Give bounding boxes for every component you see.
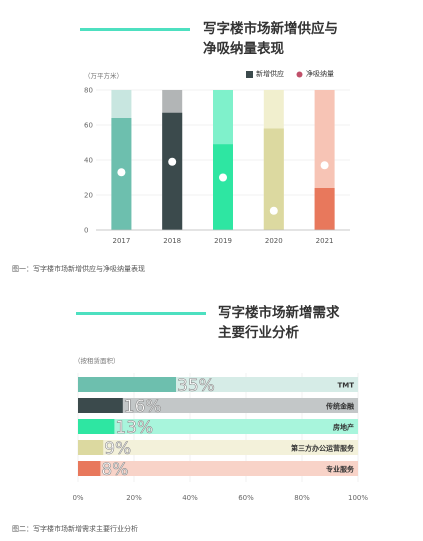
chart1-title-line1: 写字楼市场新增供应与 — [203, 21, 338, 37]
supply-absorption-chart: 0 20 40 60 80 2017 2018 2019 2020 2021 — [84, 87, 350, 245]
legend-label-supply: 新增供应 — [256, 70, 284, 78]
title-rule-1 — [80, 28, 190, 31]
legend-item-supply: 新增供应 — [246, 69, 290, 79]
bar-background-row — [78, 398, 358, 413]
y-tick-label: 60 — [84, 122, 93, 130]
bar-supply-2018 — [162, 112, 183, 230]
point-absorption-2020 — [269, 206, 278, 215]
y-tick-label: 80 — [84, 87, 93, 95]
chart1-title-line2: 净吸纳量表现 — [203, 41, 284, 57]
legend-label-absorption: 净吸纳量 — [306, 70, 334, 78]
x-tick-label: 60% — [238, 494, 254, 502]
industry-demand-chart: 0% 20% 40% 60% 80% 100% 35% TMT 16% 传统金融 13% 房地产 9% 第… — [72, 373, 368, 502]
category-label: 传统金融 — [325, 402, 354, 411]
category-label: 房地产 — [333, 423, 354, 432]
bar-value-label: 9% — [104, 439, 131, 459]
chart1-legend: 新增供应 净吸纳量 — [246, 69, 346, 79]
legend-square-icon — [246, 70, 253, 78]
title-rule-2 — [76, 312, 206, 315]
bar-value-label: 13% — [115, 418, 153, 438]
chart2-title-line2: 主要行业分析 — [218, 325, 299, 341]
bar-supply-2020 — [263, 128, 284, 230]
bar-supply-2021 — [314, 188, 335, 230]
bar-value-row — [78, 461, 101, 476]
bar-value-label: 35% — [177, 376, 215, 396]
x-tick-label: 0% — [72, 494, 83, 502]
y-tick-label: 20 — [84, 192, 93, 200]
bar-value-row — [78, 398, 123, 413]
point-absorption-2021 — [320, 161, 329, 170]
y-tick-label: 40 — [84, 157, 93, 165]
bar-background-row — [78, 419, 358, 434]
y-tick-label: 0 — [84, 227, 88, 235]
x-tick-label: 2020 — [265, 237, 283, 245]
chart2-caption: 图二：写字楼市场新增需求主要行业分析 — [12, 525, 138, 533]
bar-value-label: 8% — [101, 460, 128, 480]
x-tick-label: 2021 — [316, 237, 334, 245]
bar-value-label: 16% — [124, 397, 162, 417]
category-label: TMT — [337, 382, 354, 390]
bar-value-row — [78, 440, 104, 455]
chart1-unit-label: （万平方米） — [84, 72, 123, 80]
x-tick-label: 100% — [348, 494, 368, 502]
x-tick-label: 80% — [294, 494, 310, 502]
point-absorption-2019 — [219, 173, 227, 182]
legend-item-absorption: 净吸纳量 — [296, 69, 340, 79]
chart2-unit-label: （按租赁面积） — [74, 357, 120, 365]
bar-background-row — [78, 440, 358, 455]
x-tick-label: 20% — [126, 494, 142, 502]
point-absorption-2018 — [168, 157, 177, 166]
x-tick-label: 40% — [182, 494, 198, 502]
bar-background-row — [78, 461, 358, 476]
x-tick-label: 2018 — [163, 237, 181, 245]
bar-value-row — [78, 377, 176, 392]
chart2-title-line1: 写字楼市场新增需求 — [218, 305, 340, 321]
point-absorption-2017 — [117, 168, 126, 177]
legend-dot-icon — [296, 71, 303, 77]
chart1-caption: 图一：写字楼市场新增供应与净吸纳量表现 — [12, 265, 145, 273]
category-label: 第三方办公运营服务 — [291, 444, 355, 453]
x-tick-label: 2017 — [112, 237, 130, 245]
bar-supply-2019 — [213, 144, 233, 230]
category-label: 专业服务 — [326, 465, 355, 474]
x-tick-label: 2019 — [214, 237, 232, 245]
bar-value-row — [78, 419, 115, 434]
